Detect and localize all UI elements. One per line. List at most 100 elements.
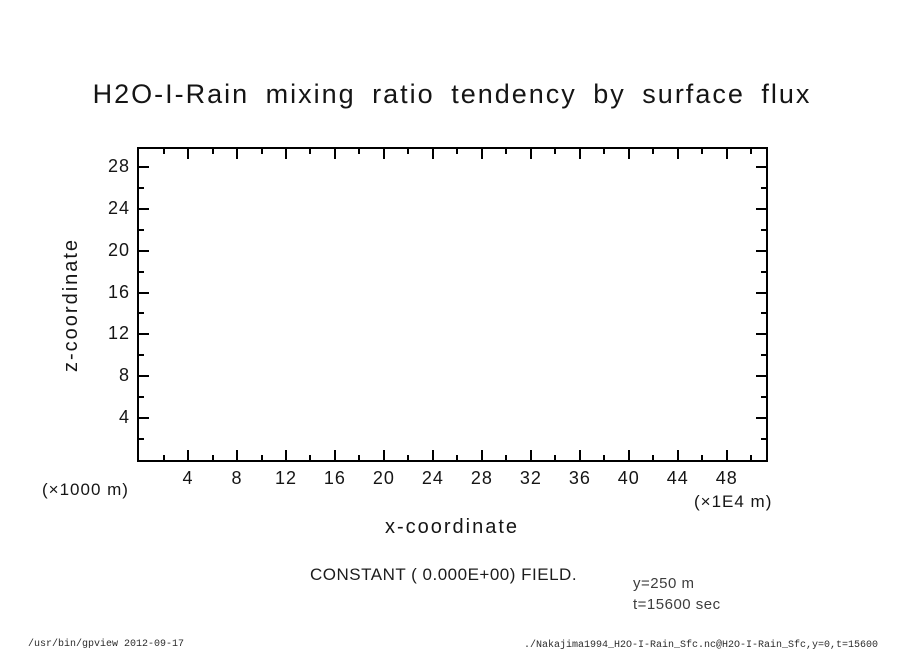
constant-field-note: CONSTANT ( 0.000E+00) FIELD. (310, 565, 578, 584)
y-tick-mark (139, 354, 144, 357)
y-tick-mark (139, 438, 144, 441)
x-tick-mark (309, 455, 312, 460)
x-tick-label: 12 (274, 468, 298, 488)
x-tick-mark (333, 149, 336, 159)
x-tick-mark (554, 455, 557, 460)
time-annotation: t=15600 sec (633, 596, 721, 613)
slice-annotations: y=250 m t=15600 sec (633, 573, 721, 615)
y-tick-label: 4 (118, 407, 130, 428)
x-tick-mark (309, 149, 312, 154)
y-tick-mark (761, 438, 766, 441)
x-tick-mark (162, 149, 165, 154)
x-axis-unit-label: (×1E4 m) (694, 492, 773, 511)
x-tick-mark (382, 450, 385, 460)
y-tick-label: 28 (107, 155, 130, 176)
y-tick-label: 20 (107, 239, 130, 260)
x-tick-label: 32 (519, 468, 542, 488)
x-tick-mark (236, 149, 238, 159)
y-tick-label: 8 (118, 365, 130, 386)
x-tick-mark (505, 149, 508, 154)
x-tick-label: 16 (323, 468, 346, 488)
y-tick-mark (756, 291, 766, 294)
y-tick-mark (761, 354, 766, 357)
y-tick-mark (761, 270, 766, 273)
x-tick-mark (676, 149, 679, 159)
x-tick-label: 36 (568, 468, 591, 488)
x-tick-mark (211, 149, 214, 154)
y-tick-mark (139, 249, 149, 252)
y-tick-mark (139, 291, 149, 294)
x-tick-mark (187, 149, 189, 159)
y-tick-mark (756, 417, 766, 420)
x-tick-mark (358, 149, 361, 154)
x-tick-mark (431, 450, 434, 460)
x-tick-mark (676, 450, 679, 460)
x-tick-label: 20 (372, 468, 395, 488)
x-tick-mark (505, 455, 508, 460)
y-tick-mark (761, 396, 766, 399)
x-tick-mark (750, 455, 753, 460)
x-tick-label: 48 (715, 468, 738, 488)
y-tick-mark (756, 207, 766, 210)
x-tick-mark (260, 455, 263, 460)
x-tick-mark (652, 149, 655, 154)
x-tick-mark (701, 455, 704, 460)
y-tick-mark (761, 312, 766, 315)
x-tick-mark (162, 455, 165, 460)
y-tick-mark (756, 375, 766, 378)
x-tick-mark (431, 149, 434, 159)
x-tick-mark (285, 450, 287, 460)
x-tick-mark (407, 149, 410, 154)
chart-title: H2O-I-Rain mixing ratio tendency by surf… (92, 79, 812, 109)
x-tick-label: 8 (231, 468, 243, 488)
y-tick-mark (756, 249, 766, 252)
x-tick-mark (725, 450, 728, 460)
x-tick-label: 28 (470, 468, 493, 488)
x-tick-mark (187, 450, 189, 460)
x-tick-mark (578, 149, 581, 159)
y-tick-mark (756, 333, 766, 336)
x-tick-mark (456, 149, 459, 154)
x-tick-mark (407, 455, 410, 460)
x-tick-mark (529, 149, 532, 159)
x-tick-mark (627, 450, 630, 460)
x-tick-mark (236, 450, 238, 460)
footer-command-date: /usr/bin/gpview 2012-09-17 (28, 639, 185, 650)
x-axis-label: x-coordinate (384, 516, 520, 538)
y-tick-mark (139, 396, 144, 399)
x-tick-mark (456, 455, 459, 460)
x-tick-mark (725, 149, 728, 159)
x-tick-mark (701, 149, 704, 154)
y-tick-mark (139, 270, 144, 273)
x-tick-mark (603, 455, 606, 460)
y-tick-mark (139, 333, 149, 336)
y-tick-mark (139, 165, 149, 168)
y-tick-mark (761, 186, 766, 189)
x-tick-mark (480, 149, 483, 159)
y-tick-mark (139, 228, 144, 231)
y-tick-mark (756, 165, 766, 168)
x-tick-mark (285, 149, 287, 159)
x-tick-mark (211, 455, 214, 460)
x-tick-label: 4 (182, 468, 194, 488)
y-tick-mark (139, 375, 149, 378)
y-tick-mark (761, 228, 766, 231)
y-tick-mark (139, 417, 149, 420)
x-tick-mark (652, 455, 655, 460)
x-tick-label: 24 (421, 468, 444, 488)
y-tick-mark (139, 207, 149, 210)
footer-datafile-path: ./Nakajima1994_H2O-I-Rain_Sfc.nc@H2O-I-R… (523, 640, 878, 651)
x-tick-label: 40 (617, 468, 640, 488)
x-tick-mark (358, 455, 361, 460)
plot-area (137, 147, 768, 462)
x-tick-mark (480, 450, 483, 460)
x-tick-mark (333, 450, 336, 460)
y-tick-label: 12 (107, 323, 130, 344)
x-tick-mark (627, 149, 630, 159)
x-tick-mark (578, 450, 581, 460)
y-tick-mark (139, 186, 144, 189)
y-axis-unit-label: (×1000 m) (42, 480, 129, 499)
x-tick-label: 44 (666, 468, 689, 488)
y-tick-mark (139, 312, 144, 315)
